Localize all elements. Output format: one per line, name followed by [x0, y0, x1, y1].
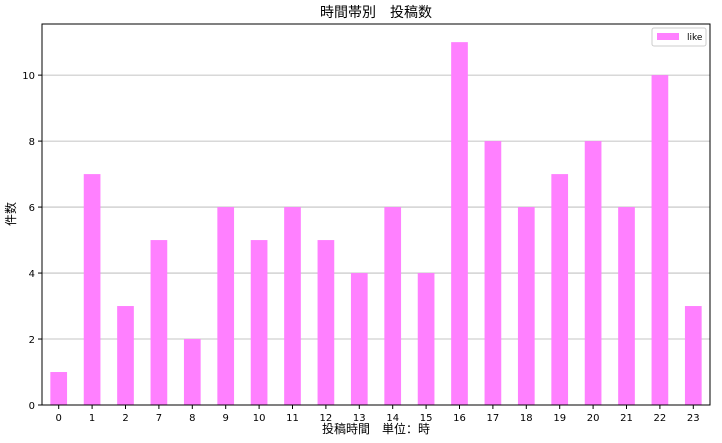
x-tick-label: 22 — [654, 413, 667, 424]
bar — [651, 75, 669, 405]
x-tick-label: 19 — [553, 413, 566, 424]
y-tick-label: 8 — [29, 137, 35, 148]
bar — [83, 174, 101, 405]
legend-label: like — [687, 33, 703, 43]
x-tick-label: 1 — [89, 413, 95, 424]
x-tick-label: 11 — [286, 413, 299, 424]
legend-swatch — [657, 33, 679, 40]
x-tick-label: 17 — [487, 413, 500, 424]
y-tick-label: 0 — [29, 401, 35, 412]
x-tick-label: 8 — [189, 413, 195, 424]
x-tick-label: 23 — [687, 413, 700, 424]
x-tick-label: 14 — [386, 413, 399, 424]
bar — [618, 207, 635, 405]
bar — [284, 207, 301, 405]
y-ticks: 0 2 4 6 8 10 — [22, 71, 42, 412]
y-tick-label: 10 — [22, 71, 35, 82]
plot-frame — [41, 23, 711, 406]
bar — [217, 207, 235, 405]
chart-title: 時間帯別 投稿数 — [320, 5, 432, 21]
x-tick-label: 20 — [587, 413, 600, 424]
bar — [417, 273, 435, 405]
bar — [150, 240, 168, 405]
bar — [317, 240, 335, 405]
bar — [684, 306, 702, 405]
x-tick-label: 0 — [56, 413, 62, 424]
bar — [517, 207, 535, 405]
y-tick-label: 4 — [29, 269, 35, 280]
bar — [50, 372, 68, 405]
y-tick-label: 6 — [29, 203, 35, 214]
x-tick-label: 21 — [620, 413, 633, 424]
bar — [584, 141, 602, 406]
bar — [484, 141, 502, 406]
bar — [551, 174, 569, 405]
x-axis-label: 投稿時間 単位：時 — [322, 421, 430, 436]
x-tick-label: 16 — [453, 413, 466, 424]
x-tick-label: 7 — [156, 413, 162, 424]
bars — [50, 42, 702, 406]
x-tick-label: 18 — [520, 413, 533, 424]
x-tick-label: 9 — [223, 413, 229, 424]
y-axis-label: 件数 — [3, 202, 18, 226]
x-ticks: 0 1 2 7 8 9 10 11 12 13 14 15 16 17 18 19 20 21 22 23 — [56, 405, 700, 424]
x-tick-label: 10 — [253, 413, 266, 424]
y-tick-label: 2 — [29, 335, 35, 346]
bar — [183, 339, 201, 405]
bar — [384, 207, 402, 405]
x-tick-label: 2 — [122, 413, 128, 424]
x-tick-label: 13 — [353, 413, 366, 424]
legend: like — [651, 27, 707, 47]
x-tick-label: 12 — [320, 413, 333, 424]
bar — [117, 306, 134, 405]
bar — [350, 273, 368, 405]
bar — [451, 42, 468, 406]
x-tick-label: 15 — [420, 413, 433, 424]
bar — [250, 240, 268, 405]
gridlines — [42, 74, 710, 340]
